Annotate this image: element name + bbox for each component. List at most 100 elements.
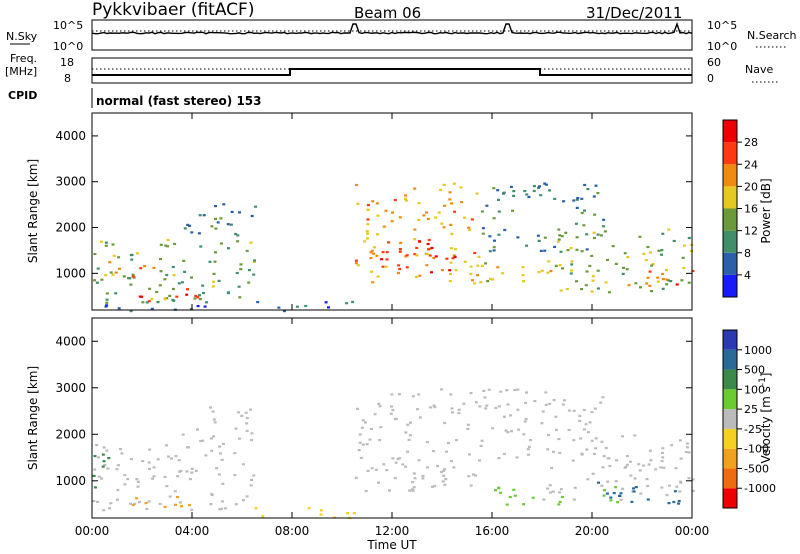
velocity-cell <box>442 469 445 473</box>
power-cell <box>621 272 625 275</box>
velocity-cell <box>584 423 588 426</box>
power-cell <box>230 210 234 213</box>
power-cell <box>135 252 139 255</box>
power-cell <box>475 192 479 195</box>
colorbar-cell <box>723 330 737 350</box>
velocity-cell <box>222 442 225 445</box>
colorbar-tick-label: -100 <box>744 443 769 456</box>
power-cell <box>452 254 456 257</box>
velocity-cell <box>138 501 141 504</box>
power-cell <box>426 217 430 220</box>
velocity-cell <box>557 503 561 506</box>
colorbar-cell <box>723 428 737 449</box>
power-cell <box>543 249 547 252</box>
velocity-cell <box>173 490 177 493</box>
velocity-cell <box>398 457 402 460</box>
power-colorbar-cells <box>723 120 737 297</box>
velocity-cell <box>108 507 112 510</box>
colorbar-tick-label: 4 <box>744 269 751 282</box>
power-cell <box>236 234 240 237</box>
power-colorbar-ticks: 4 8 12 16 20 24 28 <box>737 136 758 282</box>
velocity-cell <box>619 498 623 501</box>
power-cell <box>415 246 419 249</box>
power-cell <box>202 291 205 295</box>
power-cell <box>537 271 541 274</box>
velocity-cell <box>432 404 436 407</box>
velocity-cell <box>185 470 189 473</box>
power-cell <box>250 214 254 218</box>
power-cell <box>227 247 230 250</box>
power-cell <box>453 255 457 258</box>
power-cell <box>607 291 611 294</box>
velocity-cell <box>679 480 683 483</box>
velocity-cell <box>601 466 605 469</box>
power-cell <box>496 189 500 192</box>
velocity-cell <box>353 512 356 515</box>
velocity-cell <box>479 444 483 447</box>
velocity-cell <box>389 412 393 415</box>
power-cell <box>193 297 197 300</box>
power-cell <box>366 204 370 207</box>
power-cell <box>354 262 358 265</box>
beam-title: Beam 06 <box>354 4 421 22</box>
power-cell <box>574 222 578 225</box>
velocity-cell <box>579 437 583 440</box>
power-cell <box>492 249 496 252</box>
power-cell <box>592 231 596 234</box>
power-cell <box>202 214 206 217</box>
power-ylabel: Slant Range [km] <box>26 159 40 263</box>
velocity-cell <box>510 430 513 433</box>
velocity-cell <box>491 427 495 430</box>
power-cell <box>566 249 570 252</box>
time-axis: 00:00 04:00 08:00 12:00 16:00 20:00 00:00 <box>75 113 709 538</box>
power-cell <box>583 183 587 187</box>
velocity-cell <box>105 449 109 452</box>
noise-strip: N.Sky 10^5 10^0 10^5 10^0 N.Search <box>6 19 797 53</box>
velocity-cell <box>103 463 107 467</box>
nsky-label: N.Sky <box>6 30 38 43</box>
velocity-cell <box>188 478 192 481</box>
power-cell <box>211 285 215 288</box>
power-cell <box>525 244 529 247</box>
velocity-cell <box>674 467 678 470</box>
velocity-cell <box>449 393 453 396</box>
velocity-cell <box>237 411 241 414</box>
power-cell <box>576 197 580 200</box>
velocity-cell <box>621 487 625 490</box>
velocity-cell <box>513 388 517 392</box>
power-cell <box>596 269 600 272</box>
power-cell <box>417 218 421 221</box>
velocity-cell <box>249 484 253 487</box>
velocity-cell <box>179 469 183 472</box>
power-cell <box>213 260 217 263</box>
power-cell <box>481 232 485 235</box>
power-cell <box>448 198 452 201</box>
velocity-cell <box>646 484 650 488</box>
velocity-cell <box>502 415 506 418</box>
power-cell <box>523 189 527 193</box>
power-cell <box>497 210 501 213</box>
velocity-cell <box>672 500 676 504</box>
power-cell <box>247 269 251 272</box>
velocity-cell <box>361 419 365 422</box>
x-tick-label: 16:00 <box>475 524 510 538</box>
velocity-cell <box>467 475 471 478</box>
velocity-cell <box>431 450 435 453</box>
power-cell <box>380 258 384 261</box>
velocity-cell <box>167 455 170 458</box>
velocity-cell <box>572 409 576 412</box>
power-cell <box>434 255 438 258</box>
velocity-cell <box>190 508 194 511</box>
power-cell <box>664 269 668 272</box>
velocity-cell <box>147 461 151 464</box>
velocity-cell <box>377 481 380 484</box>
velocity-cell <box>661 447 665 450</box>
power-cell <box>164 244 168 247</box>
y-tick-label: 3000 <box>55 381 86 395</box>
velocity-cell <box>148 448 152 451</box>
velocity-cell <box>404 465 408 468</box>
velocity-cell <box>603 489 606 492</box>
colorbar-cell <box>723 164 737 187</box>
power-colorbar: 4 8 12 16 20 24 28 Power [dB] <box>722 119 773 298</box>
colorbar-tick-label: -500 <box>744 462 769 475</box>
